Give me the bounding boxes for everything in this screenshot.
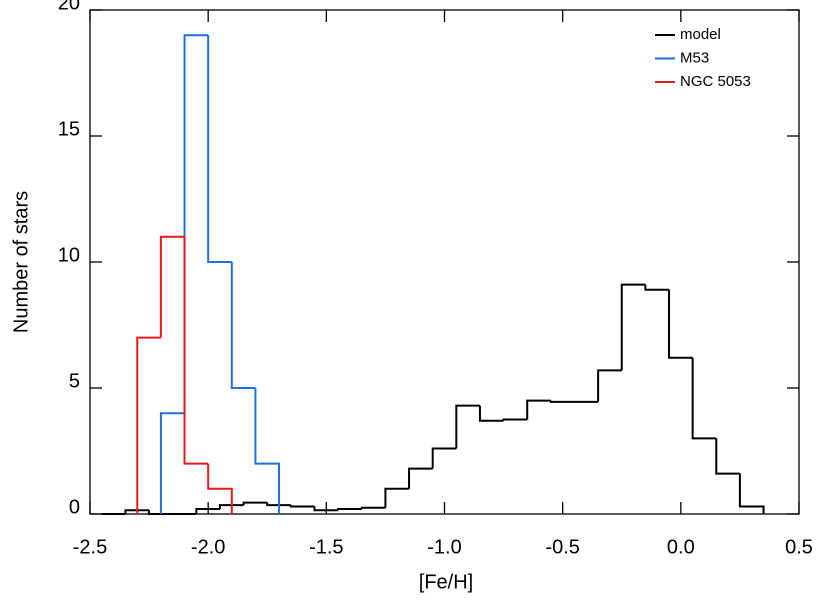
- histogram-bin: [183, 34, 209, 414]
- histogram-bin: [159, 412, 185, 514]
- y-tick-label: 0: [69, 496, 80, 518]
- histogram-bin: [644, 284, 670, 291]
- histogram-bin: [502, 418, 528, 421]
- x-axis-label: [Fe/H]: [419, 571, 473, 593]
- x-tick-label: 0.0: [667, 536, 695, 558]
- histogram-bin: [455, 404, 480, 449]
- histogram-bin: [668, 289, 693, 359]
- histogram-bin: [597, 369, 622, 402]
- histogram-bin: [242, 501, 268, 506]
- x-tick-label: -2.5: [73, 536, 107, 558]
- histogram-bin: [526, 399, 551, 420]
- histogram-bin: [738, 473, 765, 514]
- histogram-bin: [148, 510, 173, 515]
- histogram-bin: [159, 235, 185, 338]
- histogram-bin: [408, 467, 433, 489]
- histogram-bin: [230, 262, 256, 389]
- histogram-bin: [207, 35, 232, 263]
- histogram-bin: [313, 506, 339, 512]
- histogram-bin: [691, 357, 717, 440]
- histogram-bin: [218, 504, 244, 509]
- histogram-bin: [183, 236, 209, 465]
- histogram-bin: [620, 283, 646, 371]
- histogram-bin: [266, 502, 291, 507]
- y-tick-label: 5: [69, 370, 80, 392]
- histogram-bin: [431, 447, 457, 469]
- x-tick-label: -0.5: [545, 536, 579, 558]
- histogram-bin: [384, 487, 410, 508]
- legend-label: M53: [680, 49, 709, 66]
- x-tick-label: -2.0: [191, 536, 225, 558]
- histogram-bin: [478, 405, 504, 422]
- y-axis-label: Number of stars: [10, 191, 32, 333]
- histogram-bin: [254, 388, 281, 514]
- histogram-bin: [549, 400, 575, 403]
- histogram-bin: [289, 505, 315, 508]
- histogram-bin: [195, 507, 220, 514]
- legend-label: NGC 5053: [680, 73, 751, 90]
- y-tick-label: 15: [58, 118, 80, 140]
- histogram-bin: [136, 336, 161, 514]
- x-tick-label: -1.0: [427, 536, 461, 558]
- x-tick-label: -1.5: [309, 536, 343, 558]
- histogram-bin: [124, 509, 150, 514]
- histogram-bin: [360, 506, 386, 509]
- x-tick-label: 0.5: [785, 536, 813, 558]
- histogram-bin: [207, 463, 233, 514]
- y-tick-label: 10: [58, 244, 80, 266]
- legend-label: model: [680, 26, 721, 43]
- histogram-bin: [715, 438, 740, 475]
- histogram-bin: [337, 507, 362, 511]
- y-tick-label: 20: [58, 0, 80, 14]
